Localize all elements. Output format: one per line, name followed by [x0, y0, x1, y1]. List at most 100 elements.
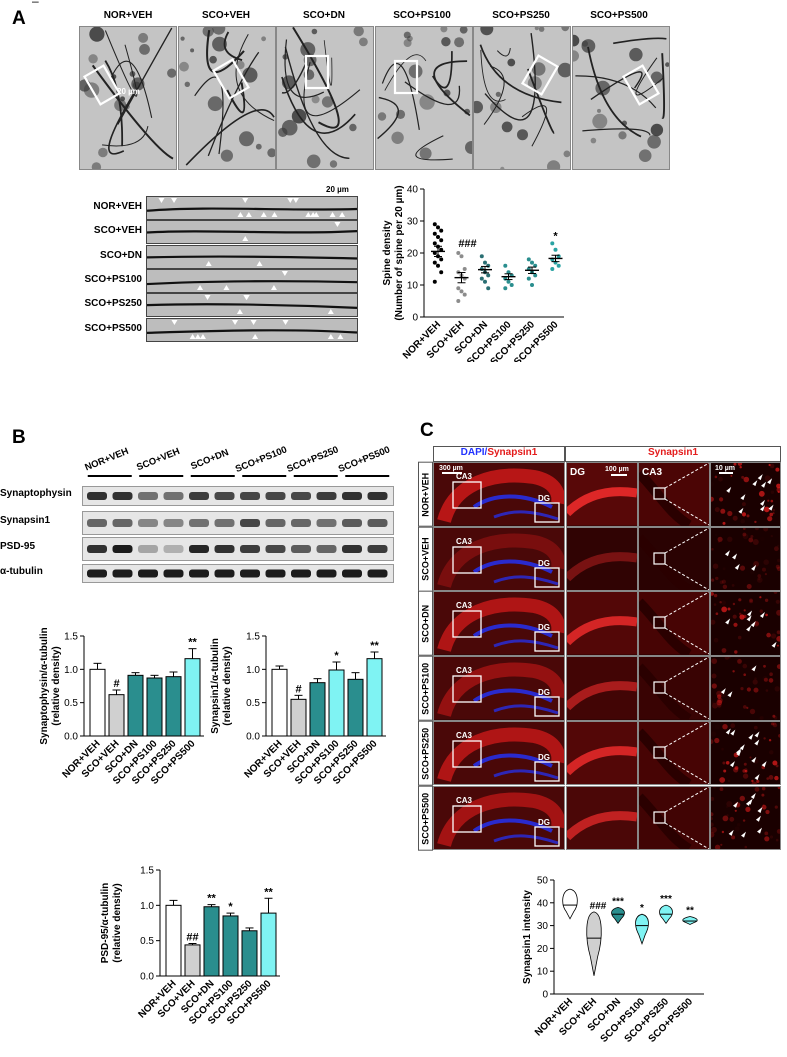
- dendrite: [223, 31, 242, 61]
- synapsin-puncta: [764, 475, 771, 482]
- region-label-ca3: CA3: [456, 537, 473, 546]
- zoom-bg: [711, 721, 780, 785]
- violin: [562, 888, 578, 920]
- spine-strip: [146, 268, 358, 293]
- region-label-dg: DG: [538, 688, 550, 697]
- data-point: [550, 267, 555, 271]
- protein-band: [342, 519, 362, 527]
- synapsin-puncta: [751, 781, 757, 785]
- synapsin-puncta: [765, 613, 768, 617]
- synapsin-puncta: [777, 558, 780, 562]
- roi-ca3-box: [452, 804, 482, 833]
- synapsin-puncta: [711, 821, 714, 827]
- synapsin-puncta: [711, 816, 713, 820]
- protein-band: [240, 519, 260, 527]
- synapsin-puncta: [730, 474, 733, 477]
- if-image: [638, 591, 710, 657]
- synapsin-puncta: [722, 723, 728, 730]
- synapsin-puncta: [770, 499, 774, 503]
- synapsin-puncta: [754, 786, 760, 792]
- spine-arrowhead: [271, 212, 278, 217]
- golgi-micrograph: [276, 26, 374, 170]
- y-tick-label: 0.0: [64, 732, 78, 743]
- blot-strip: [82, 564, 394, 583]
- data-point: [533, 273, 538, 278]
- puncta-arrowhead: [745, 799, 751, 806]
- cell-body: [220, 149, 233, 162]
- data-point: [486, 273, 491, 278]
- spine-arrowhead: [310, 212, 317, 217]
- cell-body: [281, 119, 298, 136]
- protein-band: [214, 569, 235, 578]
- spine-arrowhead: [287, 198, 294, 203]
- synapsin-puncta: [746, 687, 751, 692]
- synapsin-puncta: [776, 544, 780, 547]
- synapsin-puncta: [723, 769, 727, 773]
- significance-mark: **: [370, 640, 379, 652]
- synapsin-puncta: [739, 466, 742, 469]
- synapsin-puncta: [711, 673, 717, 679]
- puncta-arrowhead: [730, 729, 736, 736]
- cell-body: [572, 34, 579, 47]
- synapsin-puncta: [722, 761, 726, 765]
- cell-body: [474, 100, 483, 114]
- spine-strip-image: [147, 255, 357, 266]
- significance-mark: **: [207, 893, 216, 905]
- cell-body: [311, 28, 318, 35]
- dendrite: [284, 39, 325, 98]
- if-image: [710, 526, 781, 592]
- spine-strip-label: SCO+PS250: [84, 298, 142, 310]
- data-point: [459, 289, 464, 294]
- dendrite: [479, 44, 562, 104]
- synapsin-puncta: [750, 570, 754, 574]
- spine-strip-label: SCO+VEH: [93, 225, 142, 237]
- synapsin-puncta: [742, 532, 747, 537]
- synapsin-header-right: Synapsin1: [565, 446, 781, 462]
- zoom-line: [664, 527, 709, 554]
- cell-body: [439, 27, 447, 33]
- synapsin-puncta: [732, 603, 736, 606]
- data-point: [456, 251, 461, 255]
- synapsin-puncta: [731, 583, 735, 587]
- dapi-dg-layer: [493, 769, 559, 780]
- bar: [127, 674, 144, 737]
- if-image: CA3 DG 300 µm: [433, 462, 565, 527]
- bar: [260, 912, 277, 977]
- spine-arrowhead: [205, 260, 212, 266]
- synapsin-puncta: [763, 677, 768, 682]
- puncta-arrowhead: [727, 691, 733, 698]
- spine-strip-image: [147, 270, 357, 290]
- spine-arrowhead: [334, 222, 341, 228]
- region-label-dg: DG: [538, 494, 550, 503]
- protein-band: [367, 569, 388, 578]
- synapsin-puncta: [721, 648, 727, 654]
- data-point: [509, 283, 514, 287]
- synapsin-puncta: [768, 774, 774, 780]
- dg-bg: [567, 527, 637, 591]
- data-point: [486, 286, 491, 291]
- puncta-arrowhead: [746, 615, 752, 622]
- wb-group-label: SCO+PS250: [285, 444, 340, 475]
- wb-row-label: PSD-95: [0, 541, 36, 552]
- significance-mark: **: [686, 905, 694, 916]
- synapsin-puncta: [763, 527, 769, 532]
- if-image: [710, 785, 781, 851]
- cell-body: [178, 61, 189, 72]
- synapsin-puncta: [776, 644, 779, 647]
- roi-dg-box: [534, 567, 560, 588]
- spine-strip-label: SCO+PS100: [84, 273, 142, 285]
- micrograph-image: [474, 27, 570, 169]
- synapsin-puncta: [753, 687, 759, 693]
- scale-label: 100 µm: [605, 466, 629, 473]
- spine-arrowhead: [223, 284, 230, 290]
- roi-ca3-box: [452, 546, 482, 574]
- synapsin-puncta: [737, 462, 743, 466]
- significance-mark: #: [113, 678, 119, 690]
- data-point: [506, 279, 511, 284]
- violin: [611, 906, 625, 925]
- dendrite: [235, 34, 274, 122]
- synapsin-puncta: [775, 564, 780, 569]
- wb-row-label: Synapsin1: [0, 515, 51, 526]
- synapsin-puncta: [717, 697, 723, 704]
- puncta-arrowhead: [751, 756, 757, 763]
